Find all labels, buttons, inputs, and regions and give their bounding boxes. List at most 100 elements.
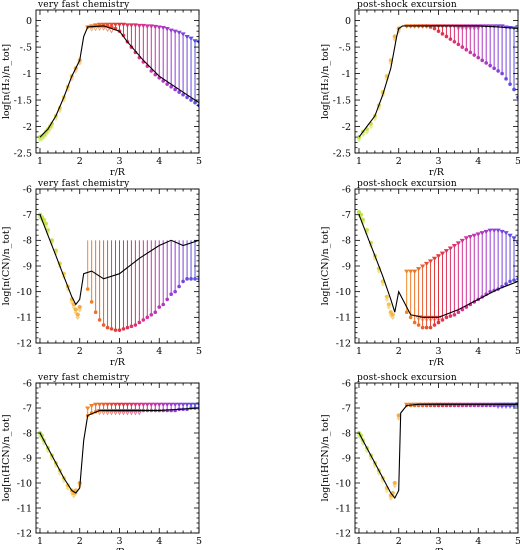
y-axis-label: log[n(H₂)/n_tot] bbox=[320, 44, 331, 119]
y-tick-label: -1 bbox=[342, 69, 351, 80]
limit-marker bbox=[61, 480, 67, 484]
x-tick-label: 4 bbox=[156, 346, 162, 357]
limit-marker bbox=[39, 138, 45, 142]
x-tick-label: 1 bbox=[37, 156, 43, 167]
y-tick-label: -6 bbox=[23, 184, 32, 195]
range-high-marker bbox=[164, 402, 170, 408]
limit-marker bbox=[47, 128, 53, 132]
open-limit-marker bbox=[466, 24, 474, 31]
range-low-point bbox=[161, 302, 166, 307]
x-tick-label: 3 bbox=[435, 346, 441, 357]
range-low-point bbox=[424, 325, 429, 330]
range-high-marker bbox=[439, 251, 446, 256]
y-tick-label: -6 bbox=[342, 378, 351, 389]
range-low-point bbox=[444, 34, 449, 39]
limit-marker bbox=[390, 495, 396, 499]
range-high-marker bbox=[97, 402, 103, 408]
range-low-point bbox=[165, 297, 169, 302]
x-tick-label: 1 bbox=[37, 536, 43, 547]
range-low-point bbox=[452, 312, 457, 317]
x-tick-label: 3 bbox=[435, 156, 441, 167]
x-tick-label: 4 bbox=[475, 536, 481, 547]
x-tick-label: 5 bbox=[196, 156, 202, 167]
range-low-point bbox=[420, 325, 425, 330]
panel-title: very fast chemistry bbox=[37, 179, 130, 189]
range-high-marker bbox=[455, 241, 461, 246]
range-high-marker bbox=[89, 404, 95, 409]
range-low-point bbox=[133, 323, 138, 327]
open-limit-marker bbox=[462, 24, 470, 31]
range-high-marker bbox=[144, 402, 150, 408]
open-limit-marker bbox=[100, 409, 108, 416]
x-tick-label: 1 bbox=[356, 156, 362, 167]
open-limit-marker bbox=[131, 409, 139, 416]
range-low-point bbox=[109, 327, 114, 331]
open-limit-marker bbox=[88, 25, 96, 32]
range-low-point bbox=[117, 328, 122, 332]
range-high-marker bbox=[192, 402, 198, 408]
range-low-point bbox=[105, 325, 110, 330]
range-low-point bbox=[189, 277, 193, 281]
data-point bbox=[73, 307, 78, 312]
range-low-point bbox=[444, 315, 449, 320]
panel-h2-very-fast-chemistry: very fast chemistry 1 2 3 4 5 r/R -2.5 -2 -1.5 -1 -… bbox=[1, 0, 202, 178]
range-high-marker bbox=[188, 36, 194, 41]
open-limit-marker bbox=[474, 24, 482, 31]
open-limit-marker bbox=[427, 315, 435, 323]
range-high-marker bbox=[160, 25, 166, 31]
limit-marker bbox=[368, 126, 374, 130]
range-low-point bbox=[173, 87, 177, 92]
open-limit-marker bbox=[419, 315, 427, 323]
limit-marker bbox=[71, 306, 77, 310]
range-high-marker bbox=[495, 228, 501, 233]
y-tick-label: -10 bbox=[17, 287, 32, 298]
open-limit-marker bbox=[116, 409, 123, 416]
range-high-marker bbox=[507, 233, 513, 238]
range-low-point bbox=[512, 278, 516, 282]
y-tick-label: -7 bbox=[342, 210, 351, 221]
range-low-point bbox=[512, 87, 516, 92]
data-point bbox=[75, 312, 80, 317]
range-high-marker bbox=[152, 24, 158, 30]
plot-area bbox=[356, 24, 518, 143]
limit-marker bbox=[392, 485, 398, 489]
range-high-marker bbox=[112, 22, 119, 28]
panel-hcn-very-fast-chemistry: very fast chemistry 1 2 3 4 5 r/R -12 -11 -10 -9 -8… bbox=[1, 373, 202, 550]
y-tick-label: -11 bbox=[336, 503, 351, 514]
range-low-point bbox=[169, 292, 173, 297]
range-high-marker bbox=[408, 269, 414, 274]
open-limit-marker bbox=[104, 409, 112, 416]
range-high-marker bbox=[499, 229, 505, 235]
x-axis-label: r/R bbox=[110, 167, 126, 178]
range-high-marker bbox=[443, 249, 450, 254]
y-tick-label: -8 bbox=[342, 236, 351, 247]
range-high-marker bbox=[128, 23, 135, 28]
open-limit-marker bbox=[454, 24, 462, 31]
range-low-point bbox=[504, 282, 508, 286]
open-limit-marker bbox=[435, 315, 442, 323]
open-limit-marker bbox=[494, 402, 502, 410]
panel-hcn-post-shock-excursion: post-shock excursion 1 2 3 4 5 r/R -12 -11 -10 -9 -… bbox=[320, 373, 520, 550]
range-low-point bbox=[404, 310, 409, 315]
y-tick-label: -8 bbox=[342, 428, 351, 439]
range-low-point bbox=[193, 100, 197, 105]
range-low-point bbox=[185, 95, 189, 100]
range-low-point bbox=[177, 284, 181, 289]
panel-title: very fast chemistry bbox=[37, 0, 130, 10]
plot-area bbox=[356, 402, 518, 501]
plot-frame bbox=[35, 9, 200, 154]
model-curve bbox=[39, 25, 199, 138]
range-high-marker bbox=[404, 269, 410, 274]
range-low-point bbox=[89, 300, 94, 304]
y-axis-label: log[n(HCN)/n_tot] bbox=[320, 414, 331, 501]
open-limit-marker bbox=[458, 24, 466, 31]
y-tick-label: -9 bbox=[342, 261, 351, 272]
range-high-marker bbox=[184, 34, 190, 40]
panel-title: very fast chemistry bbox=[37, 373, 130, 383]
y-tick-label: -10 bbox=[17, 478, 32, 489]
range-low-point bbox=[113, 328, 118, 332]
range-low-point bbox=[460, 307, 465, 312]
y-tick-label: -9 bbox=[342, 453, 351, 464]
range-high-marker bbox=[180, 32, 186, 37]
range-low-point bbox=[500, 71, 504, 76]
